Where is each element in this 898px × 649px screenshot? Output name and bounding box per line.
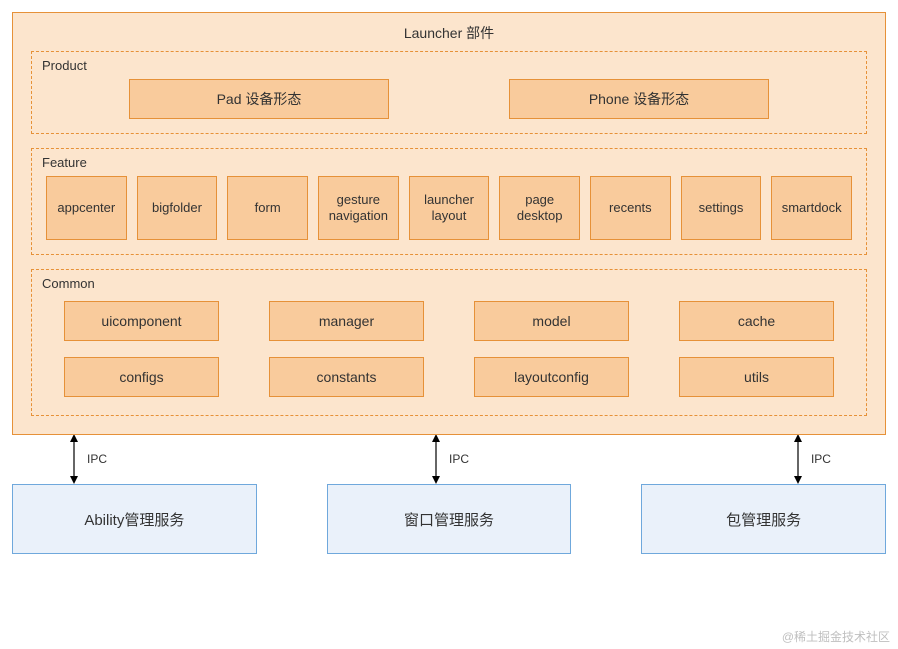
feature-smartdock: smartdock bbox=[771, 176, 852, 240]
ipc-label-1: IPC bbox=[87, 452, 107, 466]
feature-gesture-navigation: gesture navigation bbox=[318, 176, 399, 240]
common-cache: cache bbox=[679, 301, 834, 341]
common-section: Common uicomponent manager model cache c… bbox=[31, 269, 867, 416]
common-model: model bbox=[474, 301, 629, 341]
common-layoutconfig: layoutconfig bbox=[474, 357, 629, 397]
common-grid: uicomponent manager model cache configs … bbox=[42, 297, 856, 401]
feature-bigfolder: bigfolder bbox=[137, 176, 218, 240]
feature-section: Feature appcenter bigfolder form gesture… bbox=[31, 148, 867, 255]
watermark: @稀土掘金技术社区 bbox=[782, 628, 890, 645]
ipc-arrow-2: IPC bbox=[429, 434, 469, 484]
common-uicomponent: uicomponent bbox=[64, 301, 219, 341]
product-label: Product bbox=[42, 58, 856, 73]
feature-page-desktop: page desktop bbox=[499, 176, 580, 240]
ipc-arrow-3: IPC bbox=[791, 434, 831, 484]
common-utils: utils bbox=[679, 357, 834, 397]
launcher-container: Launcher 部件 Product Pad 设备形态 Phone 设备形态 … bbox=[12, 12, 886, 435]
feature-label: Feature bbox=[42, 155, 856, 170]
common-label: Common bbox=[42, 276, 856, 291]
ipc-arrow-1: IPC bbox=[67, 434, 107, 484]
feature-row: appcenter bigfolder form gesture navigat… bbox=[42, 176, 856, 240]
launcher-title: Launcher 部件 bbox=[31, 23, 867, 43]
product-row: Pad 设备形态 Phone 设备形态 bbox=[42, 79, 856, 119]
feature-settings: settings bbox=[681, 176, 762, 240]
feature-launcher-layout: launcher layout bbox=[409, 176, 490, 240]
common-constants: constants bbox=[269, 357, 424, 397]
feature-appcenter: appcenter bbox=[46, 176, 127, 240]
service-package: 包管理服务 bbox=[641, 484, 886, 554]
common-configs: configs bbox=[64, 357, 219, 397]
common-manager: manager bbox=[269, 301, 424, 341]
ipc-label-2: IPC bbox=[449, 452, 469, 466]
product-pad-box: Pad 设备形态 bbox=[129, 79, 389, 119]
product-section: Product Pad 设备形态 Phone 设备形态 bbox=[31, 51, 867, 134]
feature-recents: recents bbox=[590, 176, 671, 240]
service-window: 窗口管理服务 bbox=[327, 484, 572, 554]
ipc-row: IPC IPC IPC bbox=[12, 434, 886, 484]
feature-form: form bbox=[227, 176, 308, 240]
services-row: Ability管理服务 窗口管理服务 包管理服务 bbox=[12, 484, 886, 554]
service-ability: Ability管理服务 bbox=[12, 484, 257, 554]
product-phone-box: Phone 设备形态 bbox=[509, 79, 769, 119]
ipc-label-3: IPC bbox=[811, 452, 831, 466]
